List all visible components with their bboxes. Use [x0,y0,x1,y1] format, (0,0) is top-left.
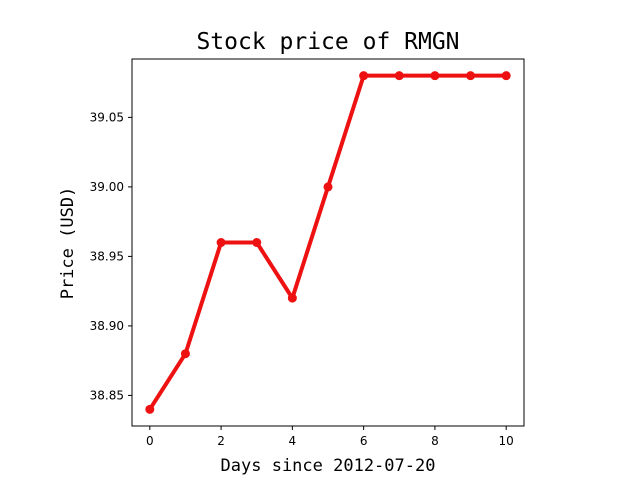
price-series-line [147,73,509,412]
price-point-marker [252,238,262,247]
price-point-marker [394,71,404,81]
y-tick-label: 38.85 [90,388,124,402]
price-point-marker [430,71,440,81]
y-tick-label: 38.90 [90,319,124,333]
price-point-marker [216,238,226,247]
plot-area: 0 2 4 6 8 10 38.85 38.90 38.95 39.00 39.05 [90,58,525,448]
plot-frame [131,58,525,427]
y-tick-label: 39.05 [90,110,124,124]
price-point-marker [287,293,297,303]
y-axis-label: Price (USD) [58,187,78,300]
x-tick-label: 8 [431,434,439,448]
chart-title: Stock price of RMGN [196,29,459,55]
price-point-marker [359,71,369,81]
price-point-marker [501,71,511,81]
price-point-marker [145,404,155,414]
y-tick-label: 39.00 [90,180,124,194]
price-point-marker [323,182,333,192]
y-tick-label: 38.95 [90,249,124,263]
price-point-marker [466,71,476,81]
x-tick-label: 6 [360,434,368,448]
price-point-marker [180,349,190,359]
x-tick-label: 10 [499,434,514,448]
x-axis-label: Days since 2012-07-20 [221,456,436,476]
x-tick-label: 2 [217,434,225,448]
x-tick-label: 4 [289,434,297,448]
x-tick-label: 0 [146,434,154,448]
